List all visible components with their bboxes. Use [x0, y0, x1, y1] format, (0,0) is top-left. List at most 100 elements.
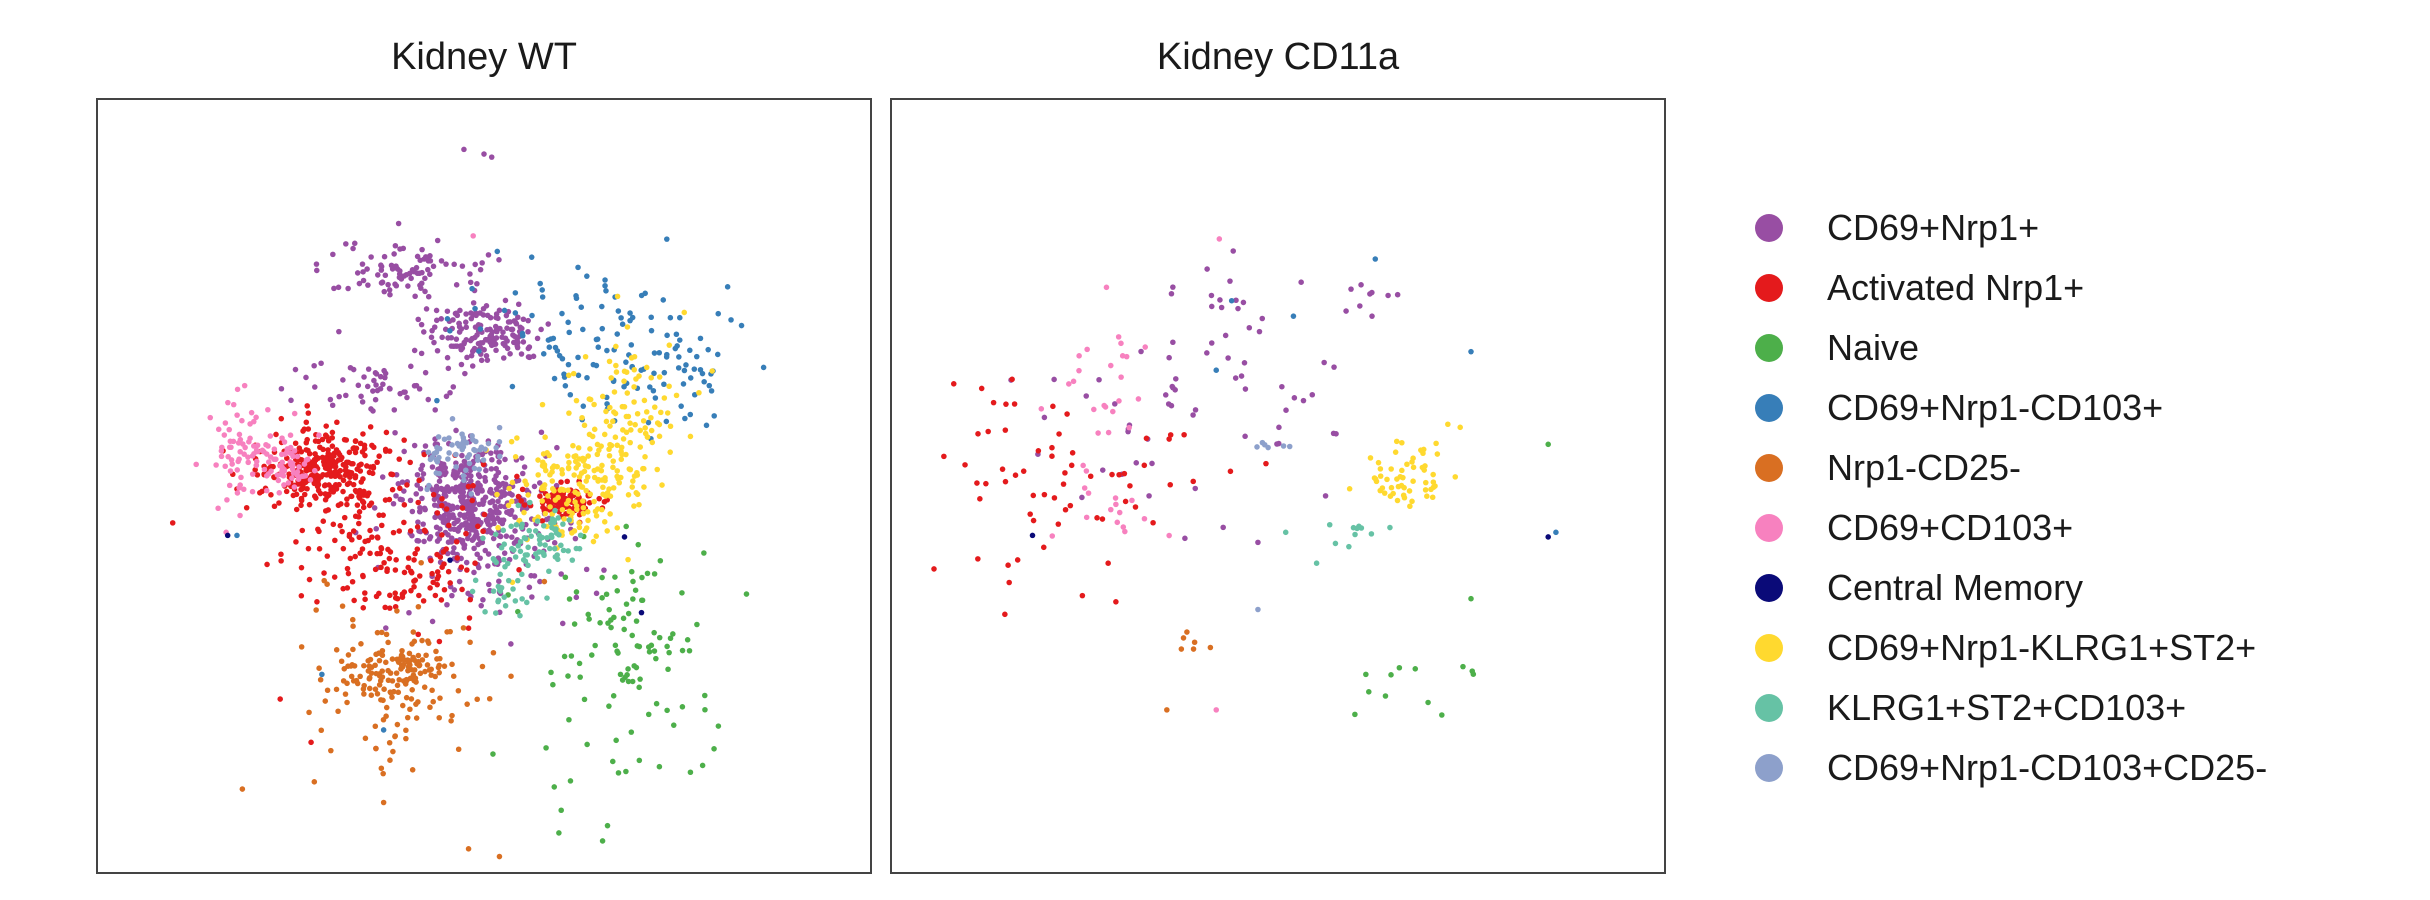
series-group [1008, 248, 1401, 546]
scatter-point [1407, 503, 1413, 510]
scatter-point [715, 723, 722, 729]
scatter-point [1346, 543, 1352, 550]
scatter-point [1012, 472, 1019, 478]
scatter-point [467, 279, 474, 286]
scatter-point [488, 154, 495, 160]
scatter-point [453, 427, 459, 434]
series-group [234, 236, 767, 733]
scatter-point [547, 471, 553, 478]
scatter-point [509, 383, 516, 390]
scatter-point [1076, 367, 1082, 374]
legend-swatch [1755, 514, 1783, 542]
scatter-point [466, 472, 473, 479]
scatter-point [237, 512, 243, 519]
scatter-point [679, 647, 686, 654]
scatter-point [1083, 514, 1090, 521]
scatter-point [606, 606, 612, 613]
scatter-point [314, 599, 320, 605]
scatter-point [306, 501, 313, 508]
scatter-point [1080, 462, 1086, 469]
scatter-point [471, 535, 477, 542]
scatter-point [345, 652, 352, 658]
scatter-point [514, 473, 520, 480]
scatter-point [578, 304, 585, 310]
scatter-point [494, 248, 501, 255]
scatter-point [474, 457, 481, 463]
scatter-point [291, 484, 298, 490]
scatter-point [362, 596, 368, 603]
scatter-point [619, 451, 625, 458]
scatter-point [583, 525, 590, 531]
scatter-point [298, 564, 305, 571]
scatter-point [443, 469, 449, 476]
scatter-point [429, 327, 435, 334]
scatter-point [283, 488, 290, 495]
scatter-point [459, 586, 465, 593]
scatter-point [468, 527, 475, 533]
scatter-point [1166, 532, 1172, 539]
scatter-point [531, 483, 538, 490]
scatter-point [439, 334, 445, 341]
scatter-point [439, 564, 445, 570]
scatter-point [474, 280, 480, 287]
scatter-point [228, 444, 234, 451]
scatter-point [697, 366, 704, 373]
scatter-point [1377, 473, 1384, 479]
scatter-point [245, 459, 252, 466]
scatter-point [380, 697, 386, 704]
series-group [1346, 421, 1463, 510]
legend-item: Nrp1-CD25- [1755, 438, 2267, 498]
scatter-point [495, 469, 502, 476]
scatter-point [294, 472, 300, 478]
scatter-point [305, 545, 312, 552]
scatter-point [357, 550, 363, 556]
scatter-point [482, 446, 488, 452]
scatter-point [1399, 467, 1405, 474]
scatter-point [562, 574, 569, 581]
scatter-point [475, 523, 481, 530]
scatter-point [1166, 354, 1172, 361]
scatter-point [279, 435, 285, 441]
scatter-point [504, 338, 510, 344]
scatter-point [609, 418, 616, 425]
scatter-point [523, 481, 530, 488]
scatter-point [565, 548, 571, 554]
legend-item: KLRG1+ST2+CD103+ [1755, 678, 2267, 738]
scatter-point [481, 151, 487, 157]
series-group [1254, 439, 1293, 613]
scatter-point [502, 456, 508, 463]
scatter-point [1242, 433, 1248, 440]
scatter-point [340, 678, 347, 684]
scatter-point [430, 263, 437, 270]
scatter-point [234, 412, 240, 418]
scatter-point [606, 452, 613, 459]
scatter-point [402, 681, 409, 687]
legend-swatch [1755, 634, 1783, 662]
scatter-point [487, 513, 494, 519]
scatter-point [1208, 303, 1215, 310]
scatter-point [395, 689, 402, 696]
scatter-point [485, 551, 492, 557]
series-group [1164, 629, 1214, 713]
scatter-point [1041, 491, 1048, 498]
scatter-point [461, 146, 467, 153]
scatter-point [456, 578, 463, 585]
scatter-point [990, 399, 997, 406]
scatter-point [428, 557, 434, 564]
scatter-point [585, 517, 591, 524]
scatter-point [465, 535, 471, 542]
scatter-point [276, 500, 282, 506]
scatter-point [350, 481, 357, 488]
scatter-point [382, 604, 388, 611]
scatter-point [1283, 407, 1289, 413]
scatter-point [357, 673, 363, 680]
scatter-point [399, 647, 405, 654]
scatter-point [593, 590, 600, 597]
scatter-point [1398, 482, 1405, 489]
scatter-point [1181, 431, 1187, 438]
scatter-point [1388, 484, 1395, 491]
scatter-point [575, 445, 582, 451]
scatter-point [558, 542, 564, 549]
scatter-point [333, 686, 340, 693]
scatter-point [576, 481, 583, 487]
